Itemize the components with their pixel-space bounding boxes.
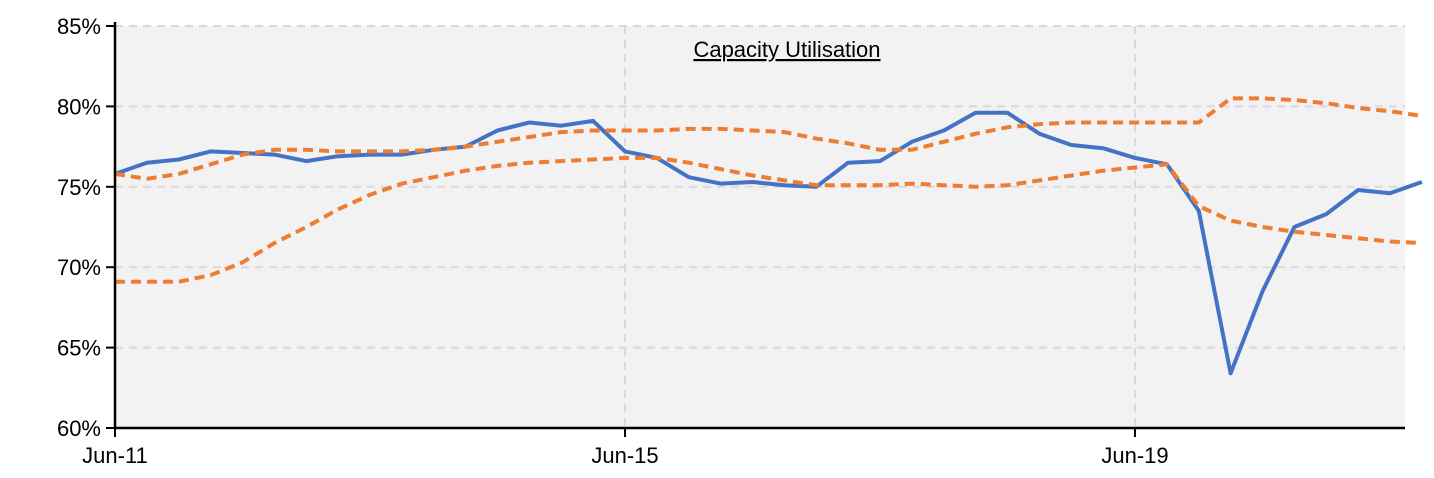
x-tick-label: Jun-15 bbox=[591, 443, 658, 468]
actual-line bbox=[114, 110, 1423, 376]
series-lines bbox=[114, 96, 1423, 376]
tick-labels: 60% 65% 70% 75% 80% 85% Jun-11 Jun-15 Jun-19 bbox=[57, 14, 1169, 468]
band-line-1 bbox=[114, 96, 1423, 181]
y-tick-label: 85% bbox=[57, 14, 101, 39]
y-tick-label: 75% bbox=[57, 175, 101, 200]
x-tick-label: Jun-11 bbox=[82, 443, 148, 468]
y-tick-label: 80% bbox=[57, 94, 101, 119]
grid-lines bbox=[115, 25, 1405, 428]
y-tick-label: 65% bbox=[57, 336, 101, 361]
y-tick-label: 60% bbox=[57, 416, 101, 441]
y-tick-label: 70% bbox=[57, 255, 101, 280]
axes bbox=[106, 22, 1405, 437]
plot-area bbox=[115, 26, 1405, 428]
chart-title: Capacity Utilisation bbox=[693, 37, 880, 62]
x-tick-label: Jun-19 bbox=[1101, 443, 1168, 468]
band-line-2 bbox=[115, 155, 1423, 284]
